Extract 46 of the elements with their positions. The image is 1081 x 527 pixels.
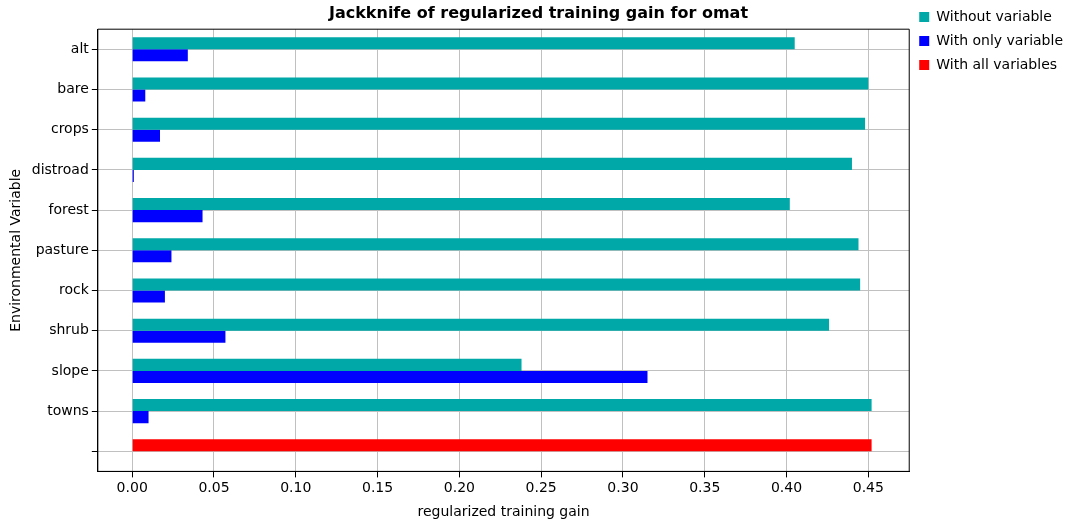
y-tick-label: forest [48, 200, 90, 217]
bar [132, 399, 872, 412]
bar [132, 157, 852, 170]
y-tick-label: bare [57, 80, 89, 97]
x-tick-label: 0.15 [361, 479, 394, 496]
x-tick-label: 0.35 [689, 479, 721, 496]
x-tick-label: 0.45 [852, 479, 884, 496]
bar [132, 318, 830, 331]
bar [132, 37, 795, 50]
bar [132, 439, 872, 452]
x-tick-label: 0.40 [770, 479, 803, 496]
bar [132, 238, 859, 251]
chart-title: Jackknife of regularized training gain for omat [327, 2, 749, 22]
legend-label: With only variable [936, 31, 1063, 48]
x-tick-label: 0.30 [607, 479, 639, 496]
x-tick-label: 0.10 [280, 479, 312, 496]
y-tick-label: crops [50, 120, 89, 137]
bar [132, 89, 146, 102]
y-tick-label: rock [59, 281, 90, 298]
bar [132, 49, 188, 62]
bar [132, 117, 866, 130]
bar [132, 278, 861, 291]
legend-label: Without variable [936, 7, 1052, 24]
y-tick-label: distroad [31, 160, 89, 177]
x-axis-title: regularized training gain [417, 503, 590, 520]
bar [132, 330, 226, 343]
y-tick-label: shrub [49, 321, 89, 338]
bar [132, 411, 149, 424]
bar [132, 77, 869, 90]
bar [132, 210, 203, 223]
x-tick-label: 0.00 [116, 479, 148, 496]
y-tick-label: towns [47, 401, 89, 418]
bar [132, 198, 790, 211]
y-tick-label: pasture [35, 240, 89, 257]
y-tick-label: slope [51, 361, 89, 378]
x-tick-label: 0.20 [443, 479, 475, 496]
bar [132, 358, 522, 371]
y-tick-label: alt [70, 39, 90, 56]
legend-label: With all variables [936, 55, 1058, 72]
x-tick-label: 0.25 [525, 479, 557, 496]
bar [132, 370, 648, 383]
x-tick-label: 0.05 [198, 479, 230, 496]
bar [132, 129, 160, 142]
bar [132, 250, 172, 263]
y-axis-title: Environmental Variable [7, 168, 24, 332]
bar [132, 290, 165, 303]
